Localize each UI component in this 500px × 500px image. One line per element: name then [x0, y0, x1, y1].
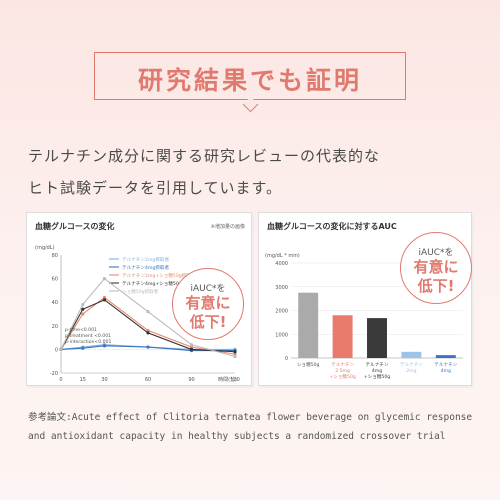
auc-bar: [332, 315, 353, 358]
x-tick-label: 120: [230, 377, 240, 383]
series-line: [60, 345, 235, 352]
data-point: [102, 295, 107, 300]
left-bubble-small: iAUC*を: [190, 284, 226, 294]
series-line: [60, 299, 236, 353]
data-point: [81, 346, 85, 350]
data-point: [233, 352, 237, 356]
x-tick-label: 15: [80, 377, 86, 383]
y-axis-label: (mg/dL * min): [265, 253, 300, 259]
data-point: [146, 328, 150, 333]
right-callout-bubble: iAUC*を 有意に 低下!: [400, 232, 472, 304]
x-tick-label: 90: [188, 377, 194, 383]
reference-citation: 参考論文:Acute effect of Clitoria ternatea f…: [28, 408, 478, 446]
title-frame: 研究結果でも証明: [94, 52, 406, 100]
series-line: [60, 277, 236, 358]
legend-entry: テルナチン2mg+ショ糖50g摂取者: [122, 272, 196, 279]
reference-text: Acute effect of Clitoria ternatea flower…: [28, 412, 473, 442]
reference-label: 参考論文:: [28, 412, 72, 423]
y-tick-label: 2000: [275, 309, 288, 315]
y-tick-label: 3000: [275, 285, 288, 291]
intro-line-2: ヒト試験データを引用しています。: [28, 179, 283, 197]
legend-entry: テルナチン4mg+ショ糖50g摂取者: [122, 280, 196, 287]
data-point: [189, 347, 194, 351]
data-point: [146, 345, 150, 349]
right-bubble-small: iAUC*を: [418, 248, 454, 258]
x-category-label: テルナチン: [331, 362, 354, 368]
auc-bar: [435, 355, 456, 358]
x-category-label: 4mg: [372, 368, 382, 374]
x-tick-label: 60: [145, 377, 151, 383]
data-point: [233, 354, 237, 359]
y-tick-label: 80: [52, 253, 58, 259]
y-tick-label: 60: [52, 277, 58, 283]
right-bubble-big-2: 低下!: [417, 277, 455, 295]
data-point: [146, 310, 150, 314]
x-tick-label: 30: [101, 377, 107, 383]
y-tick-label: 4000: [275, 261, 288, 267]
data-point: [102, 344, 107, 348]
y-tick-label: 20: [52, 324, 58, 330]
data-point: [102, 298, 107, 302]
left-callout-bubble: iAUC*を 有意に 低下!: [172, 268, 244, 340]
x-category-label: 2.5mg: [335, 368, 350, 374]
y-tick-label: 40: [52, 300, 58, 306]
y-tick-label: -20: [50, 371, 58, 377]
legend-entry: テルナチン2mg摂取者: [122, 256, 169, 263]
x-category-label: テルナチン: [366, 362, 389, 368]
x-category-label: ショ糖50g: [297, 361, 320, 368]
right-bubble-big-1: 有意に: [413, 258, 459, 276]
series-line: [60, 296, 236, 355]
stat-label: p-interaction<0.001: [65, 339, 111, 345]
y-axis-label: (mg/dL): [35, 245, 55, 251]
data-point: [233, 350, 237, 354]
left-chart-title: 血糖グルコースの変化: [35, 222, 115, 231]
y-tick-label: 0: [55, 347, 58, 353]
intro-line-1: テルナチン成分に関する研究レビューの代表的な: [28, 147, 381, 165]
data-point: [189, 345, 194, 349]
auc-bar: [401, 351, 422, 358]
x-category-label: テルナチン: [434, 362, 457, 368]
auc-bar: [298, 292, 319, 358]
left-bubble-big-1: 有意に: [185, 294, 231, 312]
y-tick-label: 1000: [275, 332, 288, 338]
data-point: [81, 312, 85, 316]
x-category-label: 4mg: [441, 368, 451, 374]
legend-entry: ショ糖50g摂取者: [122, 288, 159, 295]
data-point: [81, 302, 85, 307]
intro-text: テルナチン成分に関する研究レビューの代表的な ヒト試験データを引用しています。: [28, 140, 478, 204]
y-tick-label: 0: [285, 356, 288, 362]
x-category-label: +ショ糖50g: [329, 373, 355, 380]
data-point: [102, 277, 107, 281]
stat-label: p-time<0.001: [65, 327, 97, 333]
auc-bar-chart: (mg/dL * min) 0 1000 2000 3000 4000 ショ糖50g テルナチ…: [265, 253, 463, 380]
legend-entry: テルナチン4mg摂取者: [122, 264, 169, 271]
x-category-label: 2mg: [406, 368, 416, 374]
page-title: 研究結果でも証明: [137, 66, 362, 95]
x-category-label: +ショ糖50g: [364, 373, 390, 380]
stat-label: p-treatment <0.001: [65, 333, 111, 339]
x-tick-label: 0: [59, 377, 62, 383]
left-bubble-big-2: 低下!: [189, 313, 227, 331]
left-chart-note: ※増加量の画像: [210, 224, 245, 230]
data-point: [59, 347, 63, 351]
right-chart-title: 血糖グルコースの変化に対するAUC: [267, 222, 397, 231]
x-category-label: テルナチン: [400, 362, 423, 368]
data-point: [81, 307, 85, 311]
x-axis-label: 時間(分): [218, 376, 237, 383]
data-point: [146, 331, 150, 335]
data-point: [189, 343, 194, 347]
auc-bar: [367, 318, 387, 358]
